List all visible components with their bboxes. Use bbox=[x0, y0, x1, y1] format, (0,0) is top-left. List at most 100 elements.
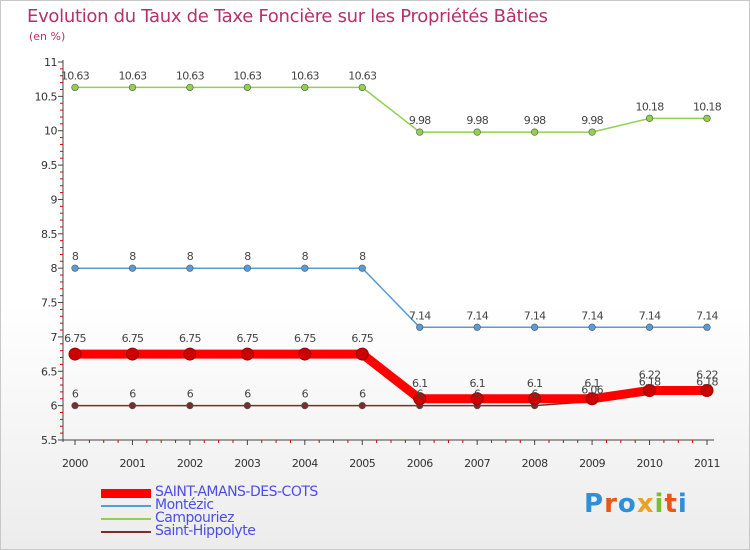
series-0 bbox=[68, 347, 714, 406]
x-tick-label: 2005 bbox=[349, 457, 375, 470]
data-point bbox=[645, 114, 654, 122]
legend-swatch bbox=[101, 531, 151, 533]
logo-letter: t bbox=[664, 489, 678, 519]
legend-swatch bbox=[101, 505, 151, 507]
data-label: 8 bbox=[244, 250, 251, 263]
data-point bbox=[588, 128, 596, 136]
data-point bbox=[645, 323, 654, 331]
data-label: 6.06 bbox=[581, 384, 603, 397]
data-point bbox=[128, 264, 137, 272]
data-label: 7.14 bbox=[639, 309, 661, 322]
data-point bbox=[531, 323, 539, 331]
data-label: 8 bbox=[129, 250, 136, 263]
y-tick-label: 8 bbox=[51, 262, 58, 275]
y-tick-label: 6 bbox=[51, 400, 58, 413]
proxiti-logo: Proxiti bbox=[584, 489, 688, 519]
unit-label: (en %) bbox=[29, 30, 66, 43]
data-point bbox=[128, 83, 137, 92]
data-point bbox=[473, 128, 481, 136]
data-point bbox=[183, 347, 197, 361]
x-tick-label: 2002 bbox=[177, 457, 203, 470]
data-point bbox=[243, 83, 251, 92]
data-point bbox=[243, 402, 251, 410]
data-point bbox=[301, 83, 309, 92]
data-label: 6.1 bbox=[412, 377, 427, 390]
data-label: 6 bbox=[129, 388, 136, 401]
data-label: 10.63 bbox=[348, 69, 377, 82]
data-label: 6.18 bbox=[639, 375, 661, 388]
data-point bbox=[125, 347, 139, 361]
data-label: 9.98 bbox=[581, 114, 603, 127]
data-point bbox=[355, 347, 369, 361]
data-label: 10.63 bbox=[233, 69, 262, 82]
data-point bbox=[301, 402, 309, 410]
data-label: 10.63 bbox=[291, 69, 320, 82]
data-label: 7.14 bbox=[409, 309, 431, 322]
legend-label: Montézic bbox=[155, 497, 214, 513]
x-tick-label: 2003 bbox=[234, 457, 260, 470]
data-label: 6.1 bbox=[469, 377, 484, 390]
chart-title: Evolution du Taux de Taxe Foncière sur l… bbox=[27, 6, 548, 27]
data-label: 7.14 bbox=[581, 309, 603, 322]
data-label: 10.63 bbox=[61, 69, 90, 82]
series-line bbox=[75, 349, 707, 404]
data-label: 8 bbox=[72, 250, 79, 263]
data-label: 6 bbox=[359, 388, 366, 401]
data-label: 6.75 bbox=[237, 332, 259, 345]
logo-letter: x bbox=[636, 489, 655, 519]
data-label: 9.98 bbox=[466, 114, 488, 127]
y-tick-label: 10.5 bbox=[35, 90, 58, 103]
x-tick-label: 2004 bbox=[292, 457, 318, 470]
logo-letter: P bbox=[584, 489, 605, 519]
data-point bbox=[243, 264, 251, 272]
data-label: 8 bbox=[187, 250, 194, 263]
data-point bbox=[71, 264, 79, 272]
y-tick-label: 11 bbox=[44, 56, 57, 69]
data-point bbox=[71, 402, 79, 410]
data-label: 10.63 bbox=[176, 69, 205, 82]
data-point bbox=[301, 264, 309, 272]
legend-label: SAINT-AMANS-DES-COTS bbox=[155, 484, 318, 500]
y-tick-label: 8.5 bbox=[41, 228, 57, 241]
data-point bbox=[186, 83, 194, 92]
data-label: 6 bbox=[72, 388, 79, 401]
data-label: 10.63 bbox=[118, 69, 147, 82]
data-point bbox=[416, 128, 424, 136]
x-tick-label: 2006 bbox=[407, 457, 433, 470]
data-point bbox=[700, 384, 714, 398]
data-label: 6 bbox=[187, 388, 194, 401]
y-tick-label: 5.5 bbox=[41, 434, 57, 447]
data-label: 6 bbox=[417, 388, 424, 401]
data-point bbox=[68, 347, 82, 361]
data-label: 6.75 bbox=[294, 332, 316, 345]
data-point bbox=[186, 402, 194, 410]
data-point bbox=[358, 264, 366, 272]
y-tick-label: 7.5 bbox=[41, 297, 57, 310]
data-point bbox=[416, 323, 424, 331]
logo-letter: i bbox=[677, 489, 688, 519]
x-tick-label: 2007 bbox=[464, 457, 490, 470]
series-2 bbox=[71, 83, 711, 136]
x-tick-label: 2000 bbox=[62, 457, 88, 470]
data-label: 6 bbox=[302, 388, 309, 401]
data-point bbox=[358, 402, 366, 410]
data-label: 9.98 bbox=[409, 114, 431, 127]
data-label: 6 bbox=[244, 388, 251, 401]
data-label: 6.75 bbox=[179, 332, 201, 345]
data-point bbox=[643, 384, 657, 398]
y-tick-label: 7 bbox=[51, 331, 58, 344]
data-point bbox=[358, 83, 366, 92]
logo-letter: o bbox=[617, 489, 637, 519]
data-label: 6.22 bbox=[696, 369, 718, 382]
data-label: 8 bbox=[359, 250, 366, 263]
logo-letter: i bbox=[654, 489, 665, 519]
data-label: 6.1 bbox=[527, 377, 542, 390]
y-tick-label: 10 bbox=[44, 125, 57, 138]
y-tick-label: 9.5 bbox=[41, 159, 57, 172]
data-point bbox=[186, 264, 194, 272]
data-point bbox=[128, 402, 137, 410]
data-point bbox=[240, 347, 254, 361]
legend-label: Saint-Hippolyte bbox=[155, 523, 256, 539]
